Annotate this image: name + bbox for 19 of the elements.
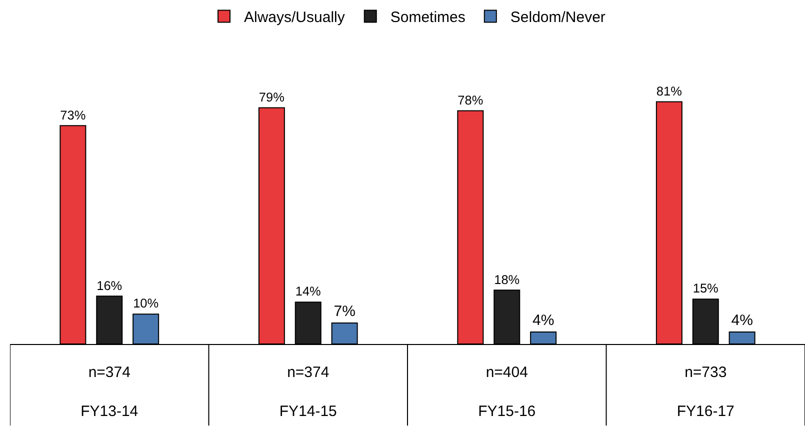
data-label: 16% xyxy=(96,278,122,293)
data-label: 81% xyxy=(656,83,682,98)
data-label: 15% xyxy=(692,280,718,296)
legend-label: Sometimes xyxy=(390,9,466,26)
data-label: 18% xyxy=(494,272,520,287)
category-label: n=374 FY13-14 xyxy=(80,364,138,420)
category-label: n=733 FY16-17 xyxy=(676,364,734,420)
data-label: 10% xyxy=(133,296,159,311)
legend-label: Always/Usually xyxy=(244,9,346,26)
data-label: 4% xyxy=(731,312,753,330)
data-label: 7% xyxy=(334,303,356,320)
data-label: 79% xyxy=(258,89,284,104)
data-label: 73% xyxy=(60,107,86,122)
legend-label: Seldom/Never xyxy=(510,9,606,26)
category-label: n=404 FY15-16 xyxy=(478,364,536,420)
data-label: 4% xyxy=(532,312,554,330)
category-label: n=374 FY14-15 xyxy=(279,364,337,420)
data-label: 14% xyxy=(295,284,321,299)
data-label: 78% xyxy=(458,92,484,108)
